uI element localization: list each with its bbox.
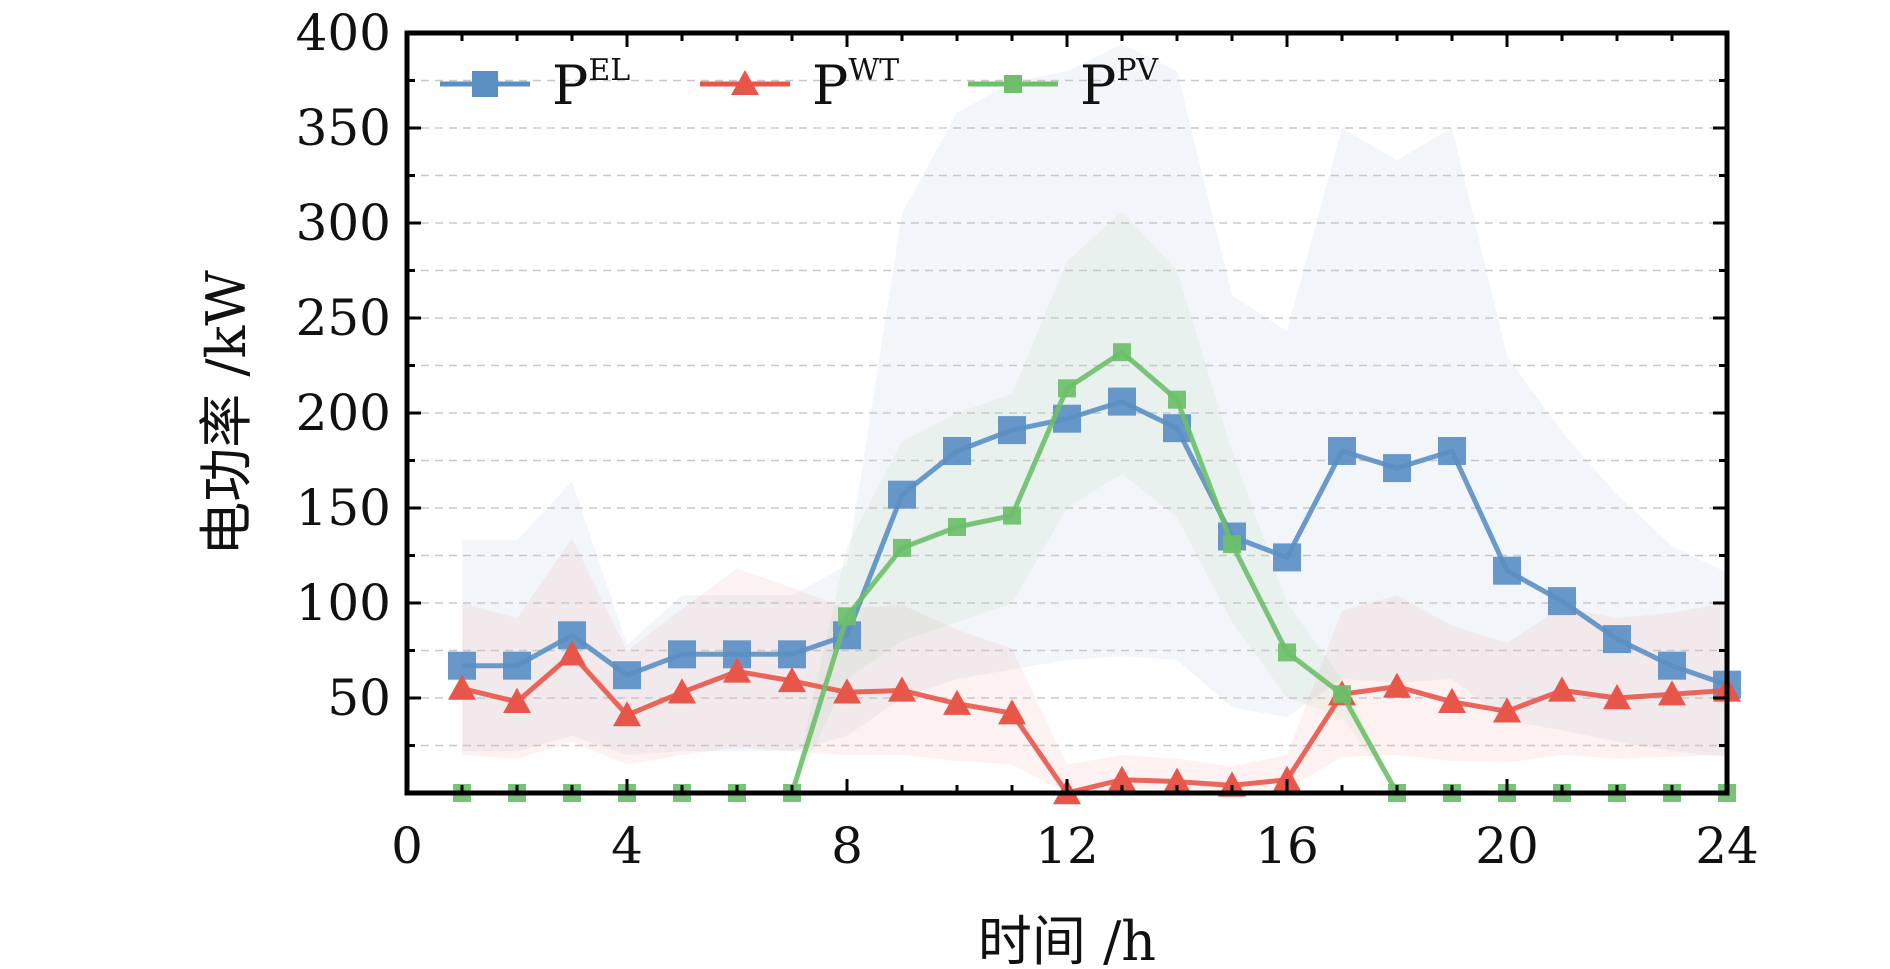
point-wt — [1603, 684, 1631, 710]
legend-label-sup: PV — [1116, 53, 1159, 88]
uncertainty-bands — [462, 44, 1727, 794]
point-wt — [778, 666, 806, 693]
y-axis-title: 电功率 /kW — [195, 270, 258, 556]
point-wt — [1383, 672, 1411, 698]
y-tick-label: 300 — [296, 194, 391, 252]
point-wt — [1218, 771, 1246, 797]
point-pv — [838, 607, 856, 626]
point-el — [943, 437, 971, 465]
legend-marker — [472, 71, 498, 97]
x-tick-label: 0 — [391, 817, 423, 875]
point-wt — [1438, 687, 1466, 713]
x-tick-label: 8 — [831, 817, 863, 875]
legend-label: PWT — [812, 53, 899, 117]
grid-lines — [407, 79, 1727, 747]
point-wt — [1548, 676, 1576, 702]
series-wt — [448, 640, 1741, 805]
x-tick-label: 16 — [1255, 817, 1319, 875]
point-el — [1328, 437, 1356, 465]
point-wt — [558, 640, 586, 666]
y-tick-label: 100 — [296, 574, 391, 632]
point-el — [778, 640, 806, 669]
point-pv — [1333, 685, 1351, 704]
series-layer — [448, 343, 1741, 805]
legend-label-sup: WT — [848, 53, 899, 88]
band-wt — [462, 538, 1727, 793]
point-pv — [1223, 535, 1241, 554]
point-el — [888, 480, 916, 509]
point-wt — [448, 674, 476, 700]
point-el — [668, 640, 696, 669]
x-tick-label: 24 — [1695, 817, 1759, 875]
point-wt — [668, 678, 696, 704]
band-pv — [462, 211, 1727, 794]
y-tick-label: 250 — [296, 289, 391, 347]
y-tick-label: 150 — [296, 479, 391, 537]
point-el — [1548, 587, 1576, 616]
legend-marker — [1004, 75, 1022, 93]
point-wt — [943, 689, 971, 715]
point-wt — [503, 687, 531, 713]
point-el — [503, 651, 531, 680]
point-el — [1108, 387, 1136, 416]
point-wt — [1163, 767, 1191, 793]
point-pv — [1168, 390, 1186, 409]
x-tick-label: 20 — [1475, 817, 1539, 875]
point-wt — [1108, 765, 1136, 791]
y-tick-label: 200 — [296, 384, 391, 442]
x-tick-label: 4 — [611, 817, 643, 875]
legend-label: PEL — [552, 53, 630, 117]
y-tick-label: 50 — [327, 669, 391, 727]
x-tick-label: 12 — [1035, 817, 1099, 875]
point-wt — [1273, 765, 1301, 791]
point-wt — [998, 699, 1026, 725]
point-pv — [1113, 343, 1131, 362]
series-el — [448, 387, 1741, 699]
point-el — [1383, 454, 1411, 483]
point-el — [1493, 556, 1521, 585]
point-wt — [613, 701, 641, 727]
point-el — [1658, 651, 1686, 680]
point-wt — [723, 657, 751, 683]
point-pv — [1058, 379, 1076, 398]
point-wt — [888, 676, 916, 702]
x-axis-title: 时间 /h — [978, 910, 1156, 969]
point-el — [1273, 543, 1301, 572]
point-wt — [833, 678, 861, 704]
legend-item-el: PEL — [440, 53, 630, 117]
legend-item-wt: PWT — [700, 53, 899, 117]
band-el — [462, 44, 1727, 757]
point-el — [998, 416, 1026, 445]
axis-ticks: 0 4 8 12 16 20 24 50 100 150 200 250 300 350 400 — [296, 4, 1759, 875]
legend-marker — [731, 70, 759, 95]
point-wt — [1493, 697, 1521, 723]
point-pv — [1003, 506, 1021, 525]
y-tick-label: 400 — [296, 4, 391, 62]
point-pv — [893, 538, 911, 557]
point-el — [1438, 437, 1466, 465]
point-wt — [1658, 680, 1686, 706]
point-pv — [1278, 643, 1296, 662]
point-pv — [948, 518, 966, 536]
legend-label-sup: EL — [588, 53, 630, 88]
point-el — [613, 661, 641, 690]
y-tick-label: 350 — [296, 99, 391, 157]
point-el — [1603, 625, 1631, 654]
